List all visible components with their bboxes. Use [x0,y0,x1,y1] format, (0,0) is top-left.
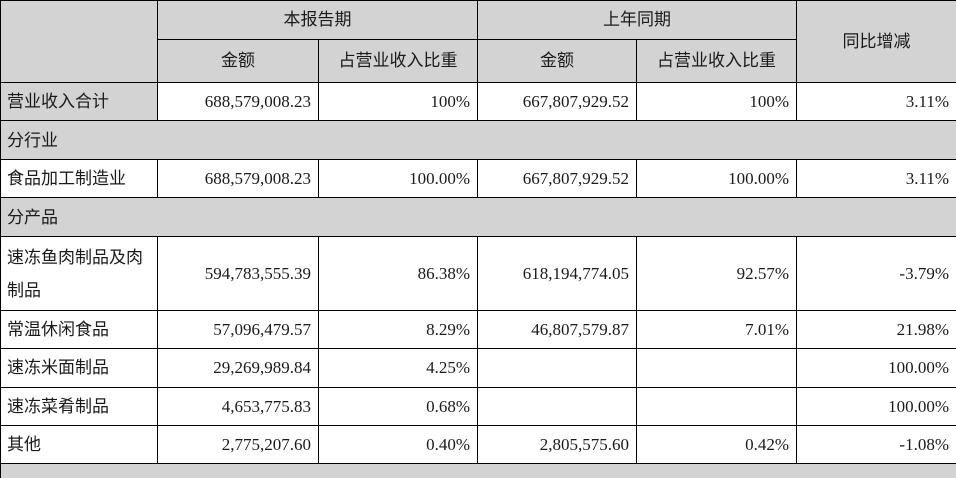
prior-amount: 618,194,774.05 [477,236,637,312]
table-row-frozen-fish-meat: 速冻鱼肉制品及肉制品 594,783,555.39 86.38% 618,194… [0,236,956,312]
header-row-subcolumns: 金额 占营业收入比重 金额 占营业收入比重 [1,39,956,83]
row-label: 食品加工制造业 [0,159,158,199]
yoy-change: 100.00% [796,386,956,426]
truncated-next-row [0,462,956,478]
section-label: 分行业 [0,120,956,161]
current-amount: 688,579,008.23 [157,81,319,122]
table-row-frozen-dishes: 速冻菜肴制品 4,653,775.83 0.68% 100.00% [0,386,956,426]
prior-proportion: 100.00% [636,159,797,199]
section-row-by-product: 分产品 [0,197,956,238]
table-row-food-processing: 食品加工制造业 688,579,008.23 100.00% 667,807,9… [0,159,956,199]
section-row-by-industry: 分行业 [0,120,956,161]
table-row-frozen-rice-flour: 速冻米面制品 29,269,989.84 4.25% 100.00% [0,348,956,388]
col-yoy-change: 同比增减 [796,0,956,83]
row-label: 速冻菜肴制品 [0,386,158,426]
yoy-change: 3.11% [796,81,956,122]
row-label: 速冻米面制品 [0,348,158,388]
yoy-change: -3.79% [796,236,956,312]
prior-proportion: 7.01% [636,310,797,350]
yoy-change: 21.98% [796,310,956,350]
col-current-amount: 金额 [157,39,319,83]
col-prior-proportion: 占营业收入比重 [636,39,797,83]
current-proportion: 0.40% [318,424,478,464]
header-row-groups: 本报告期 上年同期 同比增减 [0,0,956,83]
section-label: 分产品 [0,197,956,238]
current-proportion: 8.29% [318,310,478,350]
prior-proportion [636,386,797,426]
col-current-proportion: 占营业收入比重 [318,39,478,83]
current-amount: 57,096,479.57 [157,310,319,350]
prior-amount: 2,805,575.60 [477,424,637,464]
current-amount: 29,269,989.84 [157,348,319,388]
prior-proportion: 100% [636,81,797,122]
prior-proportion [636,348,797,388]
yoy-change: 100.00% [796,348,956,388]
row-label: 营业收入合计 [0,81,158,122]
row-label: 常温休闲食品 [0,310,158,350]
corner-cell [0,0,158,83]
current-amount: 594,783,555.39 [157,236,319,312]
current-proportion: 100% [318,81,478,122]
yoy-change: 3.11% [796,159,956,199]
truncated-row-cell [0,462,956,478]
table-row-total-revenue: 营业收入合计 688,579,008.23 100% 667,807,929.5… [0,81,956,122]
row-label: 速冻鱼肉制品及肉制品 [0,236,158,312]
current-proportion: 100.00% [318,159,478,199]
current-proportion: 86.38% [318,236,478,312]
current-amount: 2,775,207.60 [157,424,319,464]
prior-amount [477,386,637,426]
current-amount: 4,653,775.83 [157,386,319,426]
prior-proportion: 0.42% [636,424,797,464]
col-group-current-period: 本报告期 [157,0,478,40]
prior-proportion: 92.57% [636,236,797,312]
prior-amount: 46,807,579.87 [477,310,637,350]
row-label: 其他 [0,424,158,464]
prior-amount: 667,807,929.52 [477,81,637,122]
current-proportion: 4.25% [318,348,478,388]
current-proportion: 0.68% [318,386,478,426]
current-amount: 688,579,008.23 [157,159,319,199]
col-group-prior-period: 上年同期 [477,0,797,40]
table-row-other: 其他 2,775,207.60 0.40% 2,805,575.60 0.42%… [0,424,956,464]
col-prior-amount: 金额 [477,39,637,83]
yoy-change: -1.08% [796,424,956,464]
table-row-ambient-snack-food: 常温休闲食品 57,096,479.57 8.29% 46,807,579.87… [0,310,956,350]
prior-amount [477,348,637,388]
prior-amount: 667,807,929.52 [477,159,637,199]
